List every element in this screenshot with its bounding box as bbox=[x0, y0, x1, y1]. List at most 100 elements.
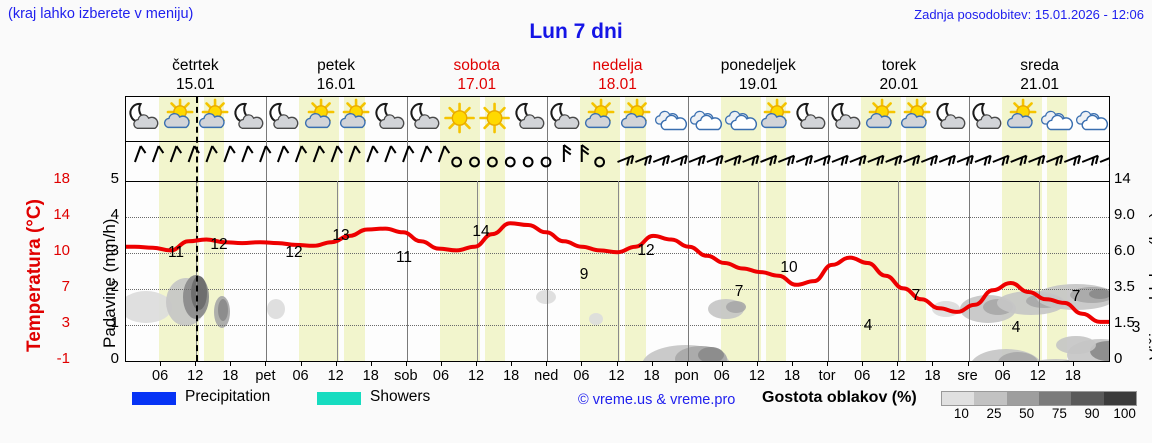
temperature-line bbox=[126, 221, 1109, 324]
temperature-tick-label: 10 bbox=[53, 242, 70, 259]
sun-cloud-icon bbox=[866, 98, 896, 129]
temperature-value-label: 12 bbox=[210, 236, 228, 253]
time-tick-mark bbox=[405, 361, 407, 366]
cloud-height-tick-label: 3.5 bbox=[1114, 278, 1135, 295]
cloud-icon bbox=[1040, 110, 1073, 131]
time-tick-mark bbox=[1037, 361, 1039, 366]
time-tick-mark bbox=[686, 361, 688, 366]
moon-cloud-icon bbox=[796, 102, 826, 129]
day-header-2: petek 16.01 bbox=[266, 56, 407, 96]
moon-cloud-icon bbox=[129, 102, 159, 129]
time-tick-label: 06 bbox=[152, 368, 169, 384]
time-tick-mark bbox=[195, 361, 197, 366]
density-tick-label: 75 bbox=[1051, 406, 1067, 421]
cloud-icon bbox=[689, 110, 722, 131]
day-name: četrtek bbox=[172, 57, 219, 74]
moon-cloud-icon bbox=[971, 102, 1001, 129]
time-tick-label: 06 bbox=[573, 368, 590, 384]
time-tick-mark bbox=[160, 361, 162, 366]
density-segment-10 bbox=[942, 392, 975, 405]
sun-cloud-icon bbox=[304, 98, 334, 129]
time-tick-label: sob bbox=[394, 368, 418, 384]
cloud-height-tick-label: 9.0 bbox=[1114, 206, 1135, 223]
density-tick-label: 25 bbox=[986, 406, 1002, 421]
day-header-5: ponedeljek 19.01 bbox=[688, 56, 829, 96]
moon-cloud-icon bbox=[831, 102, 861, 129]
precipitation-swatch bbox=[132, 392, 176, 405]
moon-cloud-icon bbox=[375, 102, 405, 129]
midday-gridline bbox=[336, 181, 338, 361]
moon-cloud-icon bbox=[234, 102, 264, 129]
day-name: nedelja bbox=[592, 57, 643, 74]
time-tick-mark bbox=[265, 361, 267, 366]
time-tick-mark bbox=[616, 361, 618, 366]
time-tick-mark bbox=[932, 361, 934, 366]
daylight-band bbox=[203, 97, 225, 361]
time-tick-mark bbox=[300, 361, 302, 366]
time-tick-label: ned bbox=[534, 368, 559, 384]
wind-barb-row bbox=[126, 141, 1109, 181]
place-selection-note: (kraj lahko izberete v meniju) bbox=[8, 6, 194, 22]
sun-cloud-icon bbox=[620, 98, 650, 129]
day-header-4: nedelja 18.01 bbox=[547, 56, 688, 96]
day-date: 15.01 bbox=[175, 76, 215, 93]
time-axis-ticks: 06 12 18 pet 06 12 18 sob 06 12 18 ned 06 12 18 pon 06 12… bbox=[125, 361, 1110, 384]
daylight-band bbox=[484, 97, 506, 361]
time-tick-mark bbox=[511, 361, 513, 366]
current-time-line bbox=[196, 97, 199, 361]
icon-row-separator bbox=[547, 97, 549, 181]
icon-row-separator bbox=[406, 97, 408, 181]
precipitation-tick-label: 5 bbox=[110, 170, 119, 187]
copyright-link[interactable]: © vreme.us & vreme.pro bbox=[578, 392, 736, 408]
cloud-height-tick-label: 14 bbox=[1114, 170, 1131, 187]
last-updated-label: Zadnja posodobitev: 15.01.2026 - 12:06 bbox=[914, 7, 1144, 22]
density-tick-label: 100 bbox=[1113, 406, 1136, 421]
time-tick-mark bbox=[756, 361, 758, 366]
time-tick-label: tor bbox=[818, 368, 836, 384]
showers-legend-label: Showers bbox=[370, 388, 431, 405]
daylight-band bbox=[344, 97, 365, 361]
midday-gridline bbox=[617, 181, 619, 361]
density-tick-label: 10 bbox=[953, 406, 969, 421]
day-separator bbox=[547, 97, 549, 361]
time-tick-label: 06 bbox=[713, 368, 730, 384]
density-segment-25 bbox=[974, 392, 1007, 405]
day-date: 16.01 bbox=[316, 76, 356, 93]
day-name: sreda bbox=[1020, 57, 1060, 74]
time-tick-label: 12 bbox=[327, 368, 344, 384]
time-tick-label: 06 bbox=[854, 368, 871, 384]
moon-cloud-icon bbox=[269, 102, 299, 129]
time-tick-mark bbox=[721, 361, 723, 366]
day-date: 17.01 bbox=[457, 76, 497, 93]
day-separator bbox=[968, 97, 970, 361]
forecast-plot[interactable]: 11 12 12 13 11 14 9 12 7 10 4 7 4 7 3 bbox=[125, 96, 1140, 362]
sun-cloud-icon bbox=[760, 98, 791, 129]
time-tick-label: 18 bbox=[924, 368, 941, 384]
day-header-3: sobota 17.01 bbox=[406, 56, 547, 96]
day-header-row: četrtek 15.01 petek 16.01 sobota 17.01 nedelja… bbox=[125, 56, 1110, 96]
temperature-tick-label: 14 bbox=[53, 206, 70, 223]
time-tick-label: 06 bbox=[994, 368, 1011, 384]
precipitation-tick-label: 2 bbox=[110, 278, 119, 295]
day-header-7: sreda 21.01 bbox=[969, 56, 1110, 96]
time-tick-mark bbox=[1002, 361, 1004, 366]
sun-cloud-icon bbox=[1006, 98, 1037, 129]
density-segment-50 bbox=[1006, 392, 1039, 405]
temperature-value-label: 7 bbox=[1071, 288, 1081, 305]
time-tick-label: 18 bbox=[503, 368, 520, 384]
time-tick-mark bbox=[897, 361, 899, 366]
time-tick-mark bbox=[792, 361, 794, 366]
moon-cloud-icon bbox=[515, 102, 545, 129]
temperature-value-label: 10 bbox=[780, 259, 798, 276]
precipitation-tick-label: 0 bbox=[110, 350, 119, 367]
density-tick-label: 50 bbox=[1019, 406, 1035, 421]
cloud-density-colorbar bbox=[941, 391, 1137, 406]
icon-row-separator bbox=[968, 97, 970, 181]
temperature-tick-label: 3 bbox=[61, 314, 70, 331]
density-tick-label: 90 bbox=[1084, 406, 1100, 421]
temperature-value-label: 11 bbox=[167, 244, 185, 261]
moon-cloud-icon bbox=[410, 102, 440, 129]
sun-icon bbox=[444, 102, 475, 134]
day-separator bbox=[266, 97, 268, 361]
moon-cloud-icon bbox=[550, 102, 580, 129]
